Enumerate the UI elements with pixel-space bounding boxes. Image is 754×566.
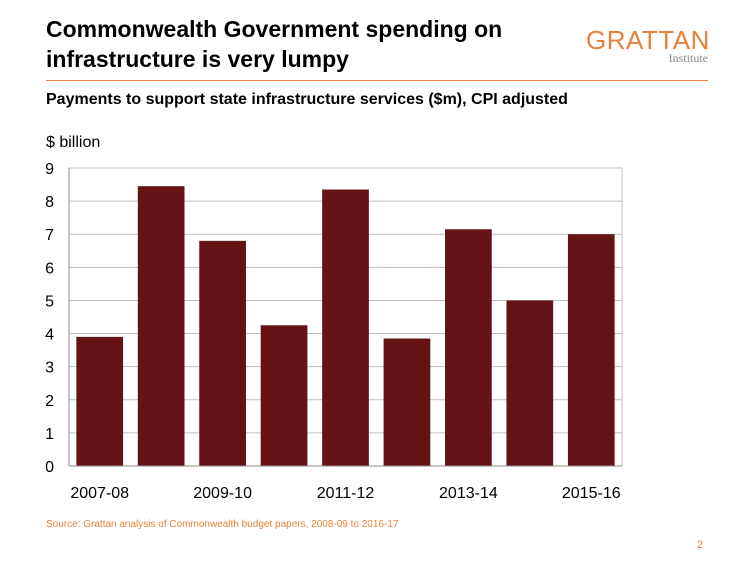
bar	[445, 229, 492, 466]
page-number: 2	[697, 539, 704, 551]
y-tick-label: 2	[45, 393, 54, 410]
grattan-logo: GRATTAN Institute	[586, 26, 712, 66]
y-tick-label: 4	[45, 327, 54, 344]
bar	[199, 240, 246, 466]
y-tick-label: 6	[45, 260, 54, 277]
y-tick-label: 7	[45, 227, 54, 244]
bar	[137, 186, 185, 466]
bar	[260, 325, 308, 466]
logo-subtext: Institute	[668, 51, 708, 65]
bar	[383, 338, 431, 466]
x-tick-label: 2009-10	[193, 485, 252, 502]
y-tick-label: 1	[45, 426, 54, 443]
logo-wordmark: GRATTAN	[586, 25, 710, 55]
source-note: Source: Grattan analysis of Commonwealth…	[46, 519, 399, 530]
bar	[76, 336, 124, 466]
chart-title: Payments to support state infrastructure…	[46, 91, 568, 108]
y-tick-label: 0	[45, 459, 54, 476]
x-tick-label: 2013-14	[439, 485, 498, 502]
y-tick-label: 9	[45, 161, 54, 178]
bar	[322, 189, 369, 466]
bar	[506, 300, 554, 466]
header-divider	[46, 80, 708, 81]
bar	[567, 234, 615, 466]
slide-title: Commonwealth Government spending on infr…	[46, 16, 503, 72]
x-tick-label: 2011-12	[317, 485, 375, 502]
y-tick-label: 8	[45, 194, 54, 211]
x-tick-label: 2015-16	[562, 485, 621, 502]
y-tick-label: 3	[45, 360, 54, 377]
y-tick-label: 5	[45, 293, 54, 310]
x-tick-label: 2007-08	[70, 485, 129, 502]
y-axis-label: $ billion	[46, 134, 101, 151]
